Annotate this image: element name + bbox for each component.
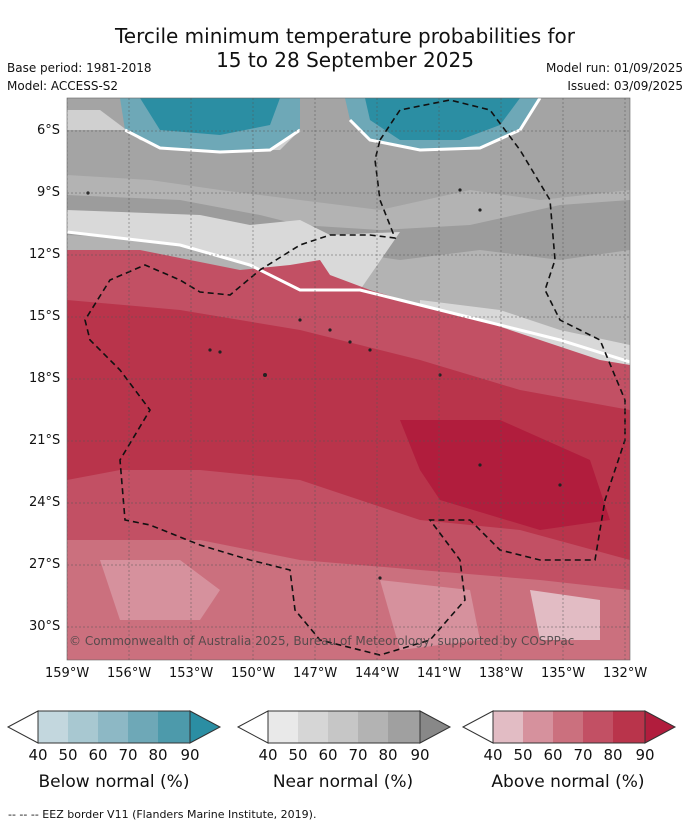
above-normal-south: [67, 540, 630, 660]
lat-label: 24°S: [29, 495, 61, 510]
map-field: [67, 98, 630, 660]
teal-boundary-west: [124, 128, 301, 154]
colorbar-tick: 50: [513, 746, 533, 764]
colorbar-tick: 90: [180, 746, 200, 764]
colorbar-label-above: Above normal (%): [491, 772, 645, 792]
lon-label: 150°W: [231, 666, 276, 681]
colorbar-label-below: Below normal (%): [38, 772, 190, 792]
lon-label: 159°W: [45, 666, 90, 681]
category-boundary: [67, 230, 630, 364]
issued-date: Issued: 03/09/2025: [567, 79, 683, 93]
colorbar-tick: 60: [318, 746, 338, 764]
colorbar-tick: 70: [118, 746, 138, 764]
graticule: [67, 98, 630, 660]
lat-label: 18°S: [29, 371, 61, 386]
lon-label: 138°W: [479, 666, 524, 681]
lat-label: 15°S: [29, 309, 61, 324]
islands: [86, 188, 562, 580]
title-line-2: 15 to 28 September 2025: [216, 48, 474, 72]
colorbar-tick: 60: [543, 746, 563, 764]
eez-border: [84, 99, 626, 656]
lon-label: 153°W: [169, 666, 214, 681]
above-normal-patch-3: [530, 590, 600, 640]
colorbar-tick: 80: [603, 746, 623, 764]
colorbar-label-near: Near normal (%): [272, 772, 414, 792]
teal-boundary-east: [348, 98, 542, 152]
colorbar-tick: 90: [410, 746, 430, 764]
lon-label: 144°W: [355, 666, 400, 681]
copyright-notice: © Commonwealth of Australia 2025, Bureau…: [69, 634, 575, 648]
near-normal-band-dark: [67, 195, 630, 260]
lat-label: 30°S: [29, 619, 61, 634]
colorbar-tick: 40: [483, 746, 503, 764]
title-line-1: Tercile minimum temperature probabilitie…: [114, 24, 576, 48]
above-normal-patch-2: [380, 580, 480, 650]
below-normal-west-core: [140, 98, 280, 135]
colorbar-tick: 70: [573, 746, 593, 764]
above-normal-patch: [100, 560, 220, 620]
colorbar-tick: 40: [258, 746, 278, 764]
colorbar-tick: 40: [28, 746, 48, 764]
lon-label: 156°W: [107, 666, 152, 681]
lat-label: 21°S: [29, 433, 61, 448]
colorbar-tick: 80: [148, 746, 168, 764]
lon-label: 147°W: [293, 666, 338, 681]
colorbar-above: [461, 710, 677, 744]
colorbar-tick: 90: [635, 746, 655, 764]
base-period: Base period: 1981-2018: [7, 61, 152, 75]
colorbar-tick: 50: [288, 746, 308, 764]
colorbar-near: [236, 710, 452, 744]
colorbar-tick: 70: [348, 746, 368, 764]
model-name: Model: ACCESS-S2: [7, 79, 119, 93]
colorbar-tick: 60: [88, 746, 108, 764]
model-run: Model run: 01/09/2025: [545, 61, 683, 75]
colorbar-tick: 50: [58, 746, 78, 764]
map-frame: [66, 97, 631, 661]
lon-label: 141°W: [417, 666, 462, 681]
eez-legend: -- -- -- EEZ border V11 (Flanders Marine…: [8, 808, 317, 821]
lat-label: 27°S: [29, 557, 61, 572]
lon-label: 132°W: [603, 666, 648, 681]
lon-label: 135°W: [541, 666, 586, 681]
lat-label: 9°S: [37, 185, 61, 200]
lat-label: 12°S: [29, 247, 61, 262]
colorbar-tick: 80: [378, 746, 398, 764]
lat-label: 6°S: [37, 123, 61, 138]
above-normal-peak: [400, 420, 610, 530]
colorbar-below: [6, 710, 222, 744]
